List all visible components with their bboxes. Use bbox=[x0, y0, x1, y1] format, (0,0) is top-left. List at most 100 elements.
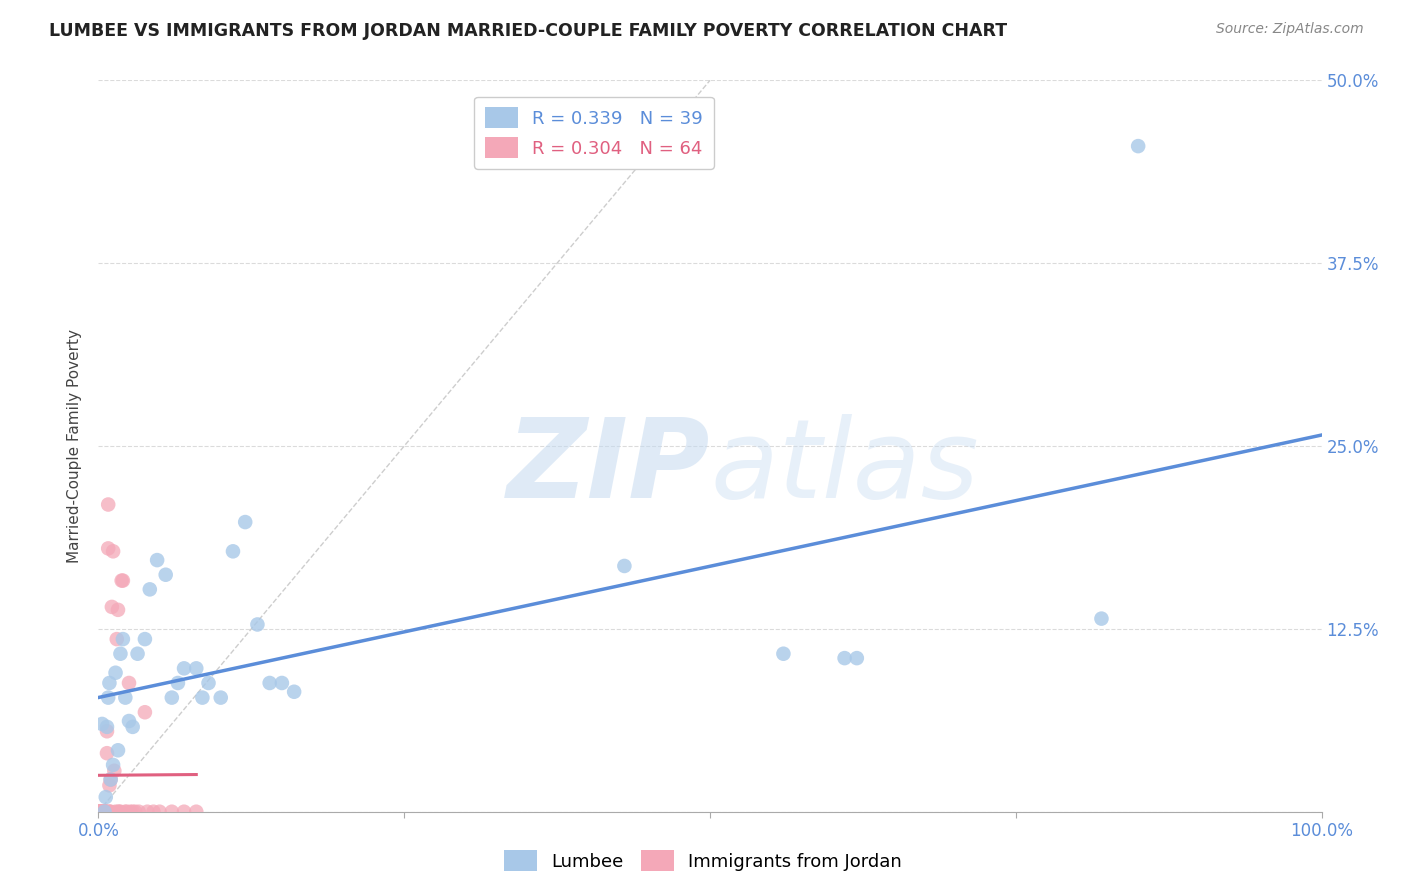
Point bbox=[834, 651, 856, 665]
Point bbox=[94, 805, 117, 819]
Text: Source: ZipAtlas.com: Source: ZipAtlas.com bbox=[1216, 22, 1364, 37]
Point bbox=[103, 764, 125, 778]
Point bbox=[101, 544, 124, 558]
Point bbox=[100, 772, 122, 787]
Point bbox=[91, 805, 114, 819]
Point bbox=[222, 544, 245, 558]
Point bbox=[96, 724, 118, 739]
Point bbox=[111, 574, 134, 588]
Point bbox=[139, 582, 162, 597]
Point bbox=[107, 743, 129, 757]
Point bbox=[155, 567, 177, 582]
Point bbox=[91, 805, 114, 819]
Point bbox=[91, 805, 114, 819]
Point bbox=[89, 805, 111, 819]
Point bbox=[91, 717, 114, 731]
Point bbox=[160, 690, 183, 705]
Point bbox=[101, 599, 124, 614]
Point bbox=[104, 805, 127, 819]
Point bbox=[97, 541, 120, 556]
Point bbox=[94, 805, 117, 819]
Point bbox=[90, 805, 112, 819]
Point bbox=[91, 805, 114, 819]
Point bbox=[186, 805, 208, 819]
Point bbox=[90, 805, 112, 819]
Point bbox=[115, 805, 138, 819]
Point bbox=[118, 714, 141, 728]
Point bbox=[94, 805, 117, 819]
Point bbox=[121, 720, 143, 734]
Point bbox=[93, 805, 115, 819]
Point bbox=[110, 647, 132, 661]
Point bbox=[89, 805, 111, 819]
Point bbox=[134, 632, 156, 646]
Point bbox=[1128, 139, 1150, 153]
Point bbox=[118, 676, 141, 690]
Point bbox=[613, 558, 636, 573]
Point bbox=[98, 805, 121, 819]
Point bbox=[107, 603, 129, 617]
Point bbox=[91, 805, 114, 819]
Point bbox=[100, 772, 122, 787]
Point bbox=[93, 805, 115, 819]
Point bbox=[186, 661, 208, 675]
Point bbox=[173, 661, 195, 675]
Point bbox=[1090, 612, 1112, 626]
Point bbox=[90, 805, 112, 819]
Point bbox=[191, 690, 214, 705]
Point bbox=[104, 665, 127, 680]
Point bbox=[136, 805, 159, 819]
Point bbox=[110, 805, 132, 819]
Point bbox=[96, 746, 118, 760]
Point bbox=[101, 758, 124, 772]
Point bbox=[146, 553, 169, 567]
Point bbox=[270, 676, 294, 690]
Point bbox=[91, 805, 114, 819]
Point bbox=[89, 805, 111, 819]
Point bbox=[121, 805, 143, 819]
Point bbox=[91, 805, 114, 819]
Point bbox=[89, 805, 111, 819]
Point bbox=[100, 805, 122, 819]
Point bbox=[97, 690, 120, 705]
Point bbox=[98, 676, 121, 690]
Point bbox=[114, 805, 136, 819]
Point bbox=[93, 805, 115, 819]
Point bbox=[233, 515, 256, 529]
Y-axis label: Married-Couple Family Poverty: Married-Couple Family Poverty bbox=[67, 329, 83, 563]
Text: atlas: atlas bbox=[710, 415, 979, 522]
Legend: R = 0.339   N = 39, R = 0.304   N = 64: R = 0.339 N = 39, R = 0.304 N = 64 bbox=[474, 96, 714, 169]
Point bbox=[93, 805, 115, 819]
Point bbox=[209, 690, 232, 705]
Point bbox=[90, 805, 112, 819]
Point bbox=[197, 676, 219, 690]
Point bbox=[259, 676, 281, 690]
Point bbox=[134, 705, 156, 719]
Point bbox=[114, 690, 136, 705]
Point bbox=[94, 805, 117, 819]
Point bbox=[97, 498, 120, 512]
Point bbox=[120, 805, 142, 819]
Point bbox=[108, 805, 131, 819]
Point bbox=[91, 805, 114, 819]
Point bbox=[91, 805, 114, 819]
Point bbox=[283, 685, 305, 699]
Point bbox=[149, 805, 172, 819]
Point bbox=[124, 805, 146, 819]
Point bbox=[93, 805, 115, 819]
Point bbox=[94, 805, 117, 819]
Point bbox=[173, 805, 195, 819]
Point bbox=[167, 676, 190, 690]
Point bbox=[94, 790, 117, 805]
Point bbox=[98, 805, 121, 819]
Point bbox=[90, 805, 112, 819]
Point bbox=[772, 647, 794, 661]
Point bbox=[98, 778, 121, 792]
Point bbox=[111, 632, 134, 646]
Point bbox=[160, 805, 183, 819]
Legend: Lumbee, Immigrants from Jordan: Lumbee, Immigrants from Jordan bbox=[496, 843, 910, 879]
Point bbox=[111, 574, 134, 588]
Point bbox=[89, 805, 111, 819]
Point bbox=[91, 805, 114, 819]
Point bbox=[105, 632, 128, 646]
